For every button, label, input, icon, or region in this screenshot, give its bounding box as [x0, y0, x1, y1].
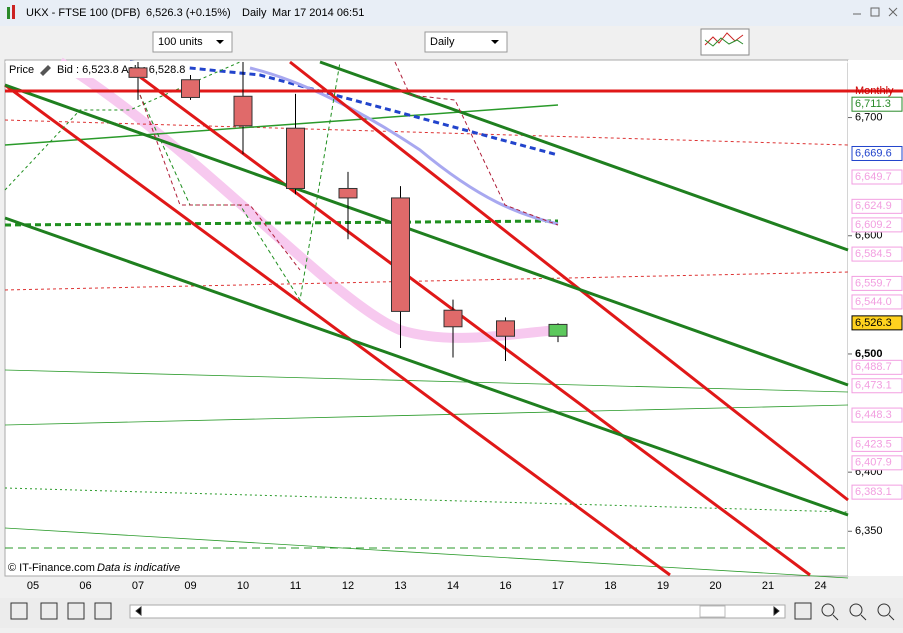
price-tag-label: 6,559.7	[855, 277, 892, 289]
price-tag	[851, 407, 903, 423]
legend-label: Price	[9, 64, 34, 76]
price-tag	[851, 246, 903, 262]
candle-body	[286, 127, 305, 189]
candle-body	[443, 309, 463, 328]
app-icon	[7, 5, 15, 19]
credit-text: © IT-Finance.com	[8, 562, 95, 574]
x-tick-label: 05	[27, 580, 39, 592]
x-tick-label: 18	[604, 580, 616, 592]
price-tag-label: 6,584.5	[855, 248, 892, 260]
price-tag-label: 6,649.7	[855, 171, 892, 183]
price-tag-label: 6,407.9	[855, 457, 892, 469]
bid-ask: Bid : 6,523.8 Ask : 6,528.8	[57, 64, 185, 76]
x-tick-label: 24	[814, 580, 826, 592]
x-tick-label: 16	[499, 580, 511, 592]
units-select[interactable]: 100 units	[152, 31, 233, 53]
x-tick-label: 21	[762, 580, 774, 592]
candle-body	[338, 187, 358, 199]
price-tag	[851, 217, 903, 233]
monthly-label: Monthly	[855, 85, 894, 97]
y-tick-label: 6,700	[855, 111, 883, 123]
price-tag-label: 6,711.3	[855, 98, 891, 110]
y-tick-label: 6,500	[855, 348, 883, 360]
price-tag-label: 6,609.2	[855, 219, 892, 231]
candle-body	[496, 320, 515, 337]
price-tag-label: 6,423.5	[855, 438, 892, 450]
x-tick-label: 13	[394, 580, 406, 592]
title-bar	[0, 0, 903, 26]
price-tag	[851, 145, 903, 161]
candle-body	[181, 79, 200, 98]
candle-body	[391, 197, 410, 312]
price-tag	[851, 436, 903, 452]
quote: 6,526.3 (+0.15%)	[146, 7, 231, 19]
legend: Price Bid : 6,523.8 Ask : 6,528.8	[6, 61, 186, 78]
price-tag-label: 6,473.1	[855, 380, 892, 392]
price-tag	[851, 294, 903, 310]
price-tag	[851, 96, 903, 112]
x-tick-label: 12	[342, 580, 354, 592]
bottom-icons[interactable]	[10, 602, 895, 621]
candle-body	[233, 95, 253, 127]
x-tick-label: 14	[447, 580, 459, 592]
price-tag	[851, 198, 903, 214]
x-tick-label: 17	[552, 580, 564, 592]
price-tag-label: 6,544.0	[855, 296, 892, 308]
price-tag	[851, 315, 903, 331]
x-tick-label: 06	[79, 580, 91, 592]
price-tag	[851, 359, 903, 375]
window-controls[interactable]	[853, 7, 898, 17]
plot-area	[4, 59, 849, 577]
price-tag-label: 6,383.1	[855, 486, 892, 498]
period-text: Daily	[430, 36, 455, 48]
x-tick-label: 10	[237, 580, 249, 592]
y-tick-label: 6,600	[855, 230, 883, 242]
y-tick-label: 6,350	[855, 525, 883, 537]
price-tag-label: 6,526.3	[855, 317, 892, 329]
candle-body	[128, 67, 148, 78]
indicator-button[interactable]	[700, 28, 750, 56]
price-tag-label: 6,624.9	[855, 200, 892, 212]
x-tick-label: 11	[290, 580, 301, 592]
title: UKX - FTSE 100 (DFB)	[26, 7, 140, 19]
interval: Daily	[242, 7, 267, 19]
price-tag	[851, 455, 903, 471]
price-tag-label: 6,669.6	[855, 147, 892, 159]
units-text: 100 units	[158, 36, 203, 48]
datetime: Mar 17 2014 06:51	[272, 7, 364, 19]
x-tick-label: 19	[657, 580, 669, 592]
credit: © IT-Finance.com Data is indicative	[6, 561, 186, 574]
note-text: Data is indicative	[97, 562, 180, 574]
candle-body	[548, 323, 568, 337]
price-tag	[851, 169, 903, 185]
period-select[interactable]: Daily	[424, 31, 508, 53]
price-tag-label: 6,448.3	[855, 409, 892, 421]
price-tag	[851, 484, 903, 500]
x-tick-label: 20	[709, 580, 721, 592]
x-tick-label: 07	[132, 580, 144, 592]
x-tick-label: 09	[184, 580, 196, 592]
price-tag	[851, 378, 903, 394]
price-tag-label: 6,488.7	[855, 361, 892, 373]
price-tag	[851, 275, 903, 291]
